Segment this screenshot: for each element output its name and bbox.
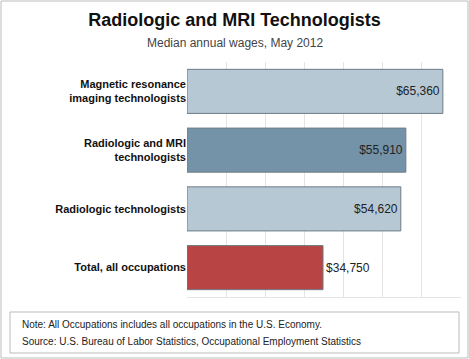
svg-text:$54,620: $54,620 [354,202,398,216]
svg-text:Total, all occupations: Total, all occupations [74,261,186,273]
svg-text:$65,360: $65,360 [396,84,440,98]
svg-text:Source: U.S. Bureau of Labor S: Source: U.S. Bureau of Labor Statistics,… [22,336,361,347]
svg-text:$34,750: $34,750 [326,261,370,275]
svg-text:$55,910: $55,910 [359,143,403,157]
svg-text:Magnetic resonanceimaging tech: Magnetic resonanceimaging technologists [69,78,186,104]
svg-text:Median annual wages, May 2012: Median annual wages, May 2012 [147,36,323,50]
svg-text:Radiologic technologists: Radiologic technologists [55,203,186,215]
svg-text:Radiologic and MRItechnologist: Radiologic and MRItechnologists [84,137,186,163]
svg-text:Radiologic and MRI Technologis: Radiologic and MRI Technologists [88,10,381,30]
svg-text:Note: All Occupations includes: Note: All Occupations includes all occup… [22,319,322,330]
